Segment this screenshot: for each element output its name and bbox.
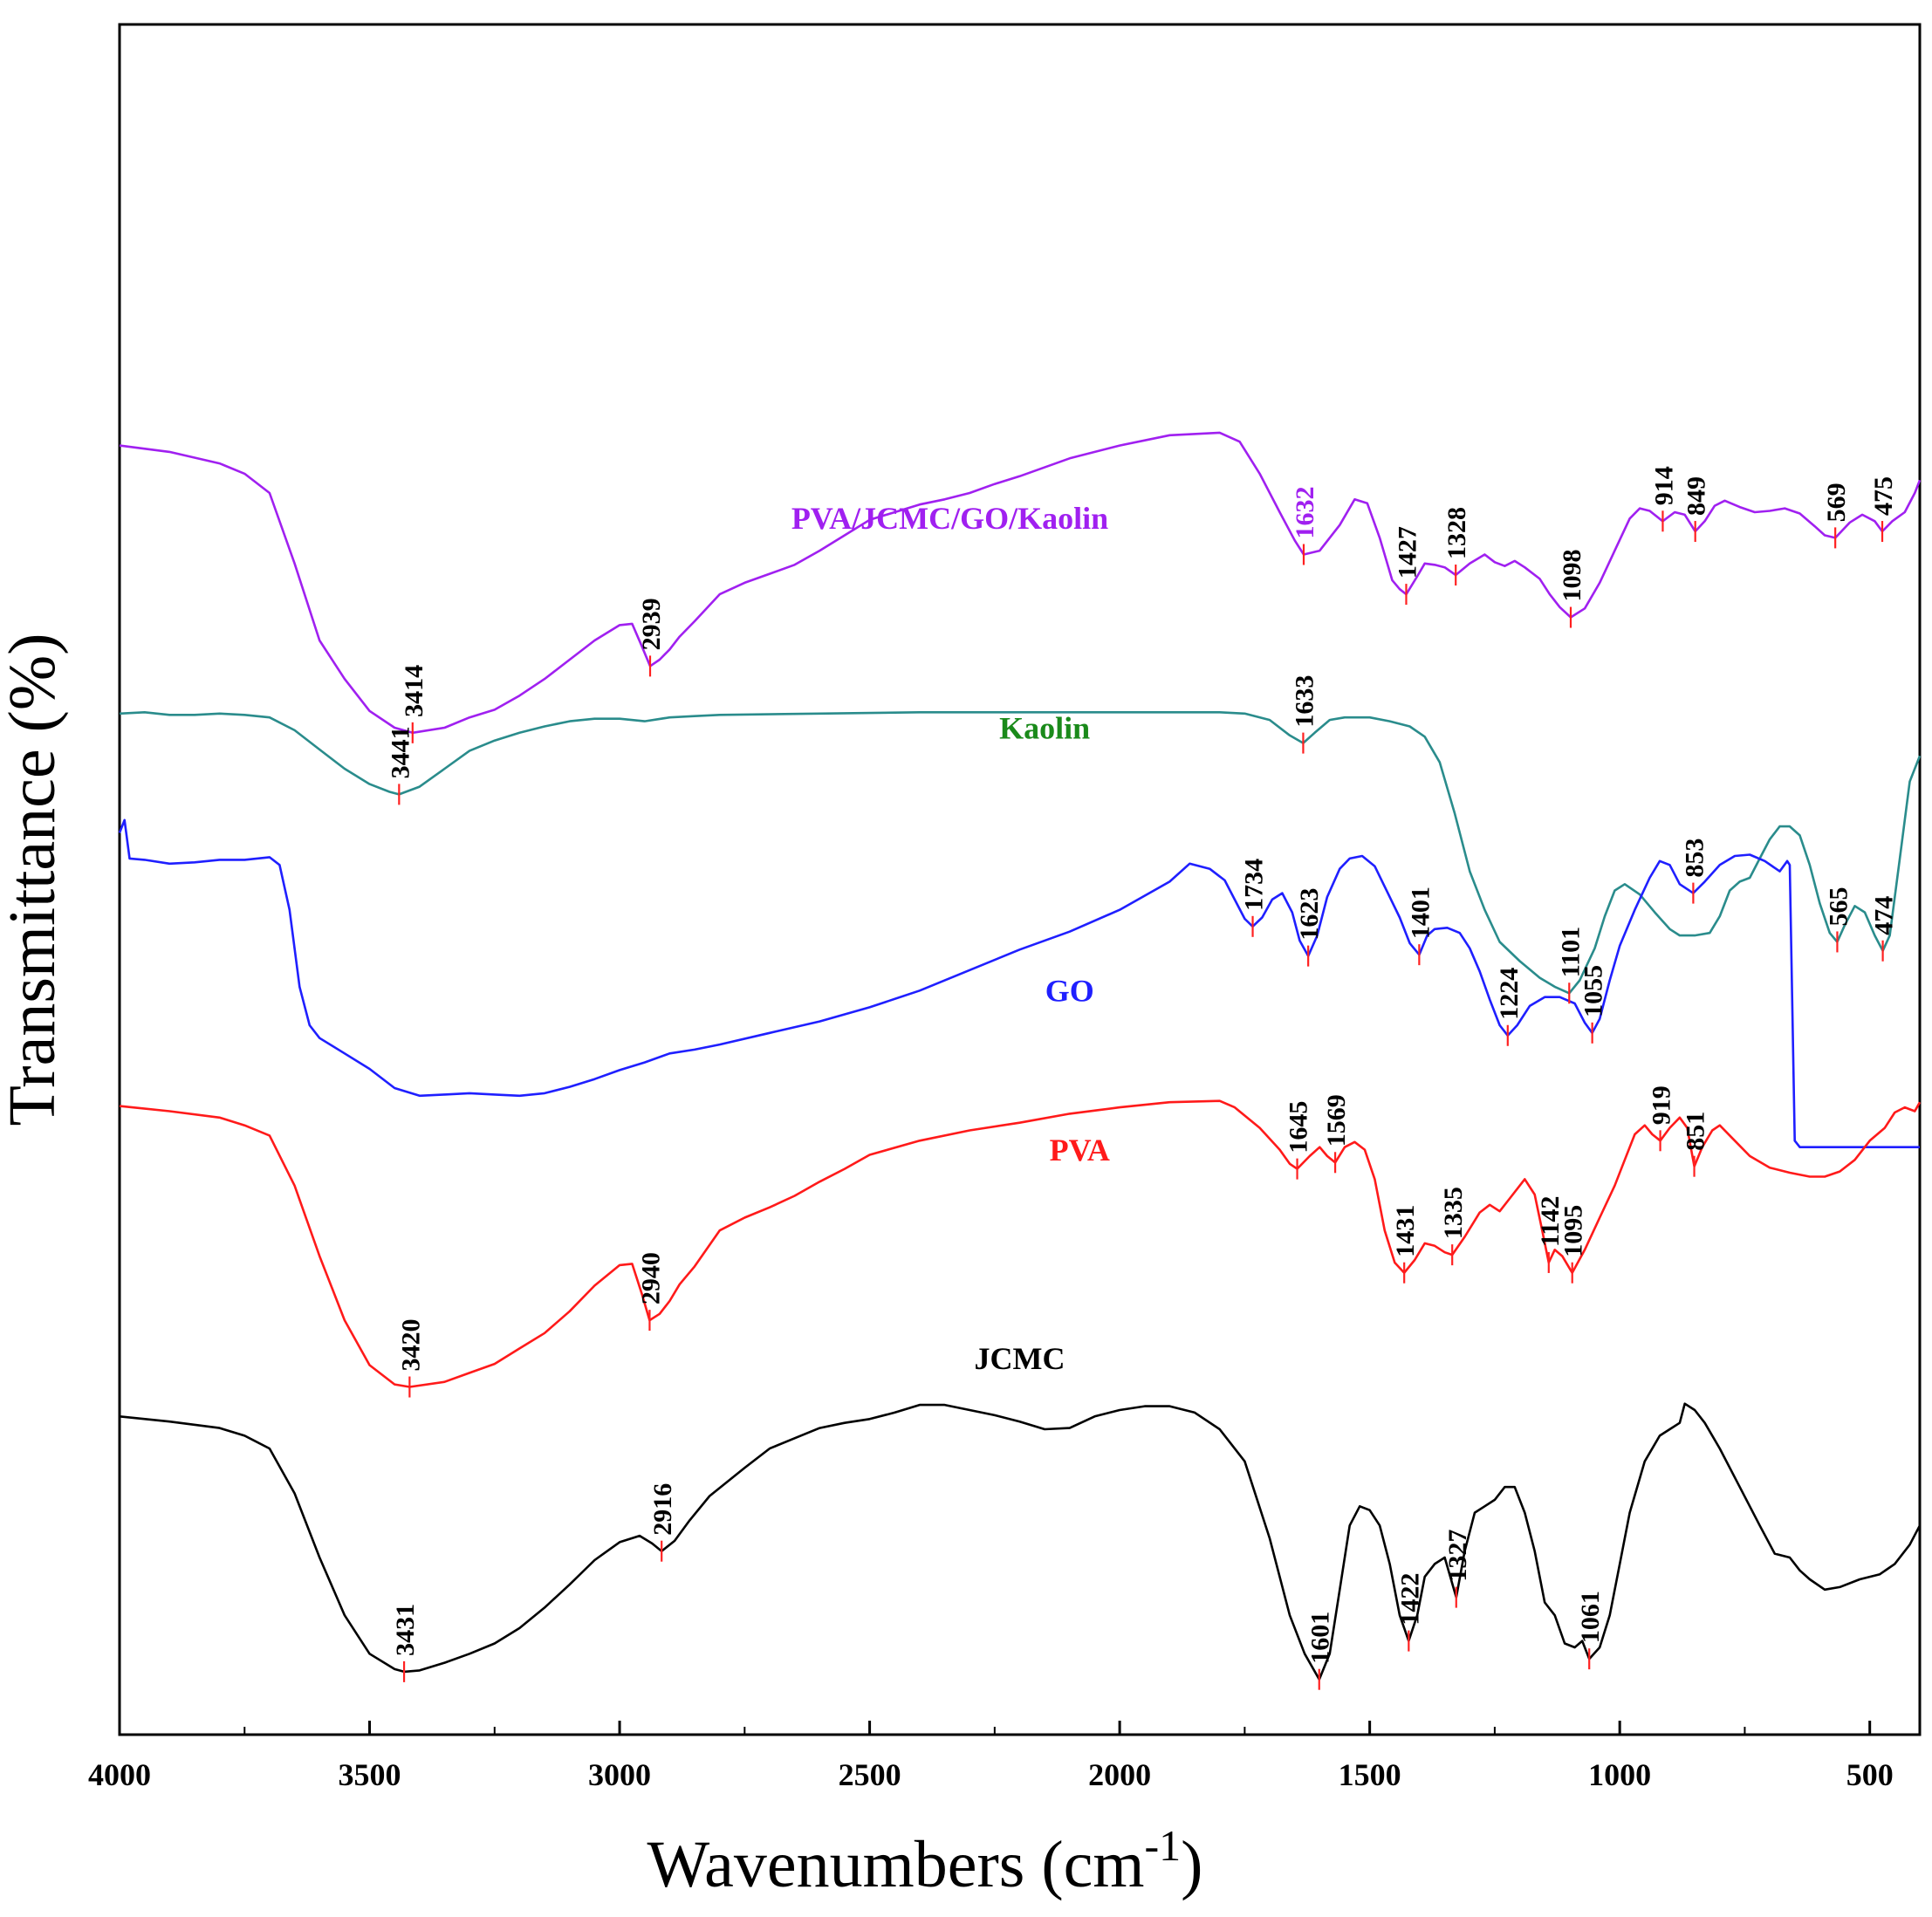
peak-label-565: 565 — [1824, 887, 1853, 926]
peak-label-1623: 1623 — [1295, 888, 1324, 941]
y-axis-title: Transmittance (%) — [0, 633, 69, 1126]
peak-label-1601: 1601 — [1306, 1612, 1335, 1664]
series-line-pva — [119, 1099, 1922, 1388]
peak-label-1632: 1632 — [1291, 487, 1319, 539]
peak-label-3414: 3414 — [400, 665, 428, 717]
series-label-jcmc: JCMC — [975, 1341, 1065, 1376]
x-tick-label-500: 500 — [1846, 1757, 1894, 1792]
series-line-kaolin — [119, 711, 1922, 995]
series-line-pva-jcmc-go-kaolin — [119, 431, 1922, 735]
peak-label-1095: 1095 — [1559, 1205, 1588, 1257]
series-line-go — [118, 818, 1920, 1148]
x-axis-title-superscript: -1 — [1145, 1821, 1182, 1870]
peak-label-1569: 1569 — [1322, 1094, 1351, 1147]
peak-label-1431: 1431 — [1391, 1205, 1420, 1257]
x-tick-label-3500: 3500 — [339, 1757, 401, 1792]
x-tick-label-3000: 3000 — [588, 1757, 651, 1792]
series-lines — [118, 431, 1922, 1681]
peak-label-1734: 1734 — [1240, 859, 1269, 911]
peak-label-1633: 1633 — [1290, 675, 1319, 728]
series-label-pva: PVA — [1050, 1133, 1110, 1167]
x-tick-label-1000: 1000 — [1588, 1757, 1651, 1792]
peak-label-3420: 3420 — [396, 1319, 425, 1372]
peak-markers: 3414 2939 1632 1427 1328 1098 914 849 569 475 3441… — [386, 466, 1899, 1690]
x-tick-label-2500: 2500 — [839, 1757, 901, 1792]
peak-label-1427: 1427 — [1393, 526, 1422, 579]
peak-label-919: 919 — [1648, 1085, 1676, 1125]
peak-label-569: 569 — [1822, 483, 1851, 522]
peak-label-475: 475 — [1869, 476, 1898, 516]
series-label-kaolin: Kaolin — [999, 710, 1090, 745]
peak-label-1061: 1061 — [1576, 1591, 1605, 1643]
peak-label-1335: 1335 — [1439, 1187, 1468, 1239]
peak-label-1328: 1328 — [1442, 507, 1471, 559]
peak-label-1327: 1327 — [1443, 1530, 1472, 1582]
peak-label-3431: 3431 — [391, 1604, 420, 1656]
series-line-jcmc — [119, 1402, 1922, 1681]
peak-label-474: 474 — [1870, 896, 1899, 935]
series-label-go: GO — [1045, 974, 1094, 1009]
x-axis-title-close: ) — [1181, 1828, 1202, 1901]
peak-label-1101: 1101 — [1556, 927, 1585, 977]
peak-label-2916: 2916 — [648, 1483, 677, 1536]
peak-label-914: 914 — [1649, 466, 1678, 505]
peak-label-849: 849 — [1682, 476, 1711, 516]
x-axis-title-main: Wavenumbers (cm — [647, 1828, 1145, 1901]
x-axis-title: Wavenumbers (cm-1) — [647, 1821, 1203, 1901]
x-tick-label-1500: 1500 — [1339, 1757, 1401, 1792]
peak-label-851: 851 — [1682, 1112, 1710, 1151]
peak-label-2940: 2940 — [636, 1252, 665, 1304]
peak-label-1401: 1401 — [1406, 887, 1435, 939]
x-axis-ticks: 4000 3500 3000 2500 2000 1500 1000 500 — [88, 1721, 1894, 1792]
peak-label-1098: 1098 — [1558, 550, 1586, 602]
peak-label-1055: 1055 — [1579, 965, 1608, 1017]
peak-label-853: 853 — [1680, 839, 1709, 878]
peak-label-2939: 2939 — [637, 598, 666, 650]
series-labels: PVA/JCMC/GO/Kaolin Kaolin GO PVA JCMC — [791, 501, 1110, 1376]
peak-label-1645: 1645 — [1285, 1101, 1313, 1154]
x-tick-label-2000: 2000 — [1088, 1757, 1151, 1792]
peak-label-1142: 1142 — [1536, 1196, 1565, 1247]
peak-label-3441: 3441 — [386, 726, 414, 778]
peak-label-1422: 1422 — [1395, 1573, 1424, 1626]
x-tick-label-4000: 4000 — [88, 1757, 151, 1792]
series-label-pva-jcmc-go-kaolin: PVA/JCMC/GO/Kaolin — [791, 501, 1108, 536]
peak-label-1224: 1224 — [1495, 968, 1524, 1020]
plot-frame — [118, 23, 1922, 1736]
